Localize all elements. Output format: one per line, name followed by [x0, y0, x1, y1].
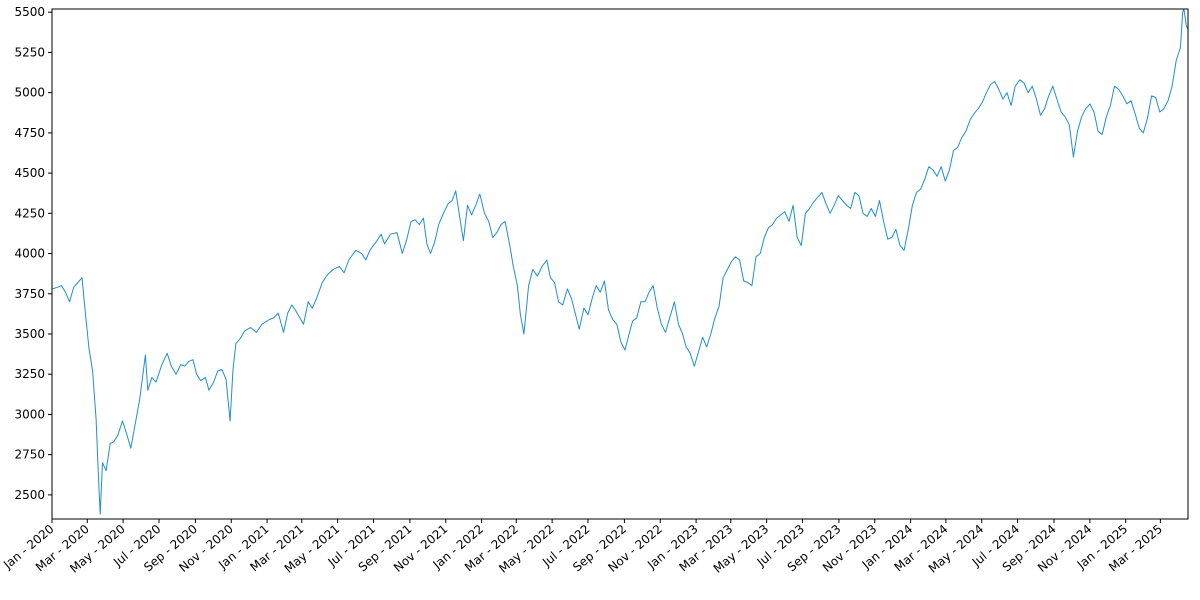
y-tick-label: 5500 — [14, 5, 45, 19]
plot-frame — [51, 8, 1189, 520]
y-tick-label: 5000 — [14, 86, 45, 100]
y-tick-label: 3500 — [14, 327, 45, 341]
y-tick-label: 2500 — [14, 488, 45, 502]
y-tick-label: 4000 — [14, 247, 45, 261]
y-tick-label: 4750 — [14, 126, 45, 140]
y-tick-label: 2750 — [14, 448, 45, 462]
y-tick-label: 5250 — [14, 45, 45, 59]
y-tick-label: 4250 — [14, 206, 45, 220]
price-line — [52, 8, 1189, 515]
y-tick-label: 3750 — [14, 287, 45, 301]
y-axis-ticks: 2500 2750 3000 3250 3500 3750 4000 4250 4500 4750… — [14, 5, 52, 502]
y-tick-label: 4500 — [14, 166, 45, 180]
plot-background — [52, 9, 1188, 519]
y-tick-label: 3000 — [14, 407, 45, 421]
y-tick-label: 3250 — [14, 367, 45, 381]
